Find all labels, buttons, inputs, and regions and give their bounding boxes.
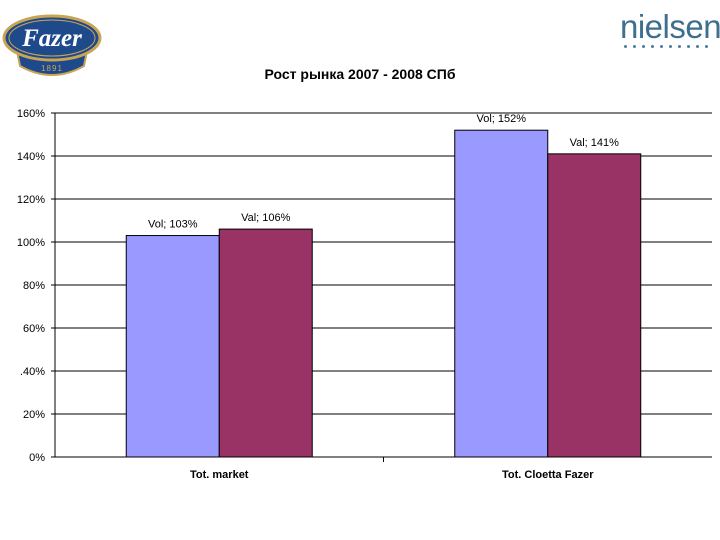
category-label: Tot. market: [190, 469, 249, 481]
y-tick-label: 0%: [29, 452, 45, 464]
nielsen-logo-text: nielsen: [620, 8, 720, 45]
nielsen-logo-dots: [624, 45, 716, 48]
bar: [218, 228, 313, 458]
bar: [454, 129, 549, 458]
category-label: Tot. Cloetta Fazer: [502, 469, 594, 481]
y-tick-label: 60%: [23, 323, 45, 335]
y-tick-label: 120%: [17, 194, 45, 206]
bar: [547, 153, 642, 458]
bar: [125, 235, 220, 458]
y-tick-label: 20%: [23, 409, 45, 421]
data-label: Vol; 103%: [148, 219, 198, 231]
y-tick-label: 80%: [23, 280, 45, 292]
data-label: Vol; 152%: [476, 113, 526, 125]
chart-title: Рост рынка 2007 - 2008 СПб: [264, 66, 456, 82]
nielsen-logo: nielsen: [620, 8, 720, 54]
fazer-logo-text: Fazer: [21, 25, 82, 52]
y-tick-label: 100%: [17, 237, 45, 249]
fazer-logo: Fazer 1891: [2, 4, 102, 82]
y-tick-label: 140%: [17, 151, 45, 163]
fazer-logo-year: 1891: [41, 64, 63, 73]
data-label: Val; 141%: [570, 137, 620, 149]
data-label: Val; 106%: [241, 212, 291, 224]
y-tick-label: 160%: [17, 108, 45, 120]
y-tick-label: .40%: [20, 366, 45, 378]
